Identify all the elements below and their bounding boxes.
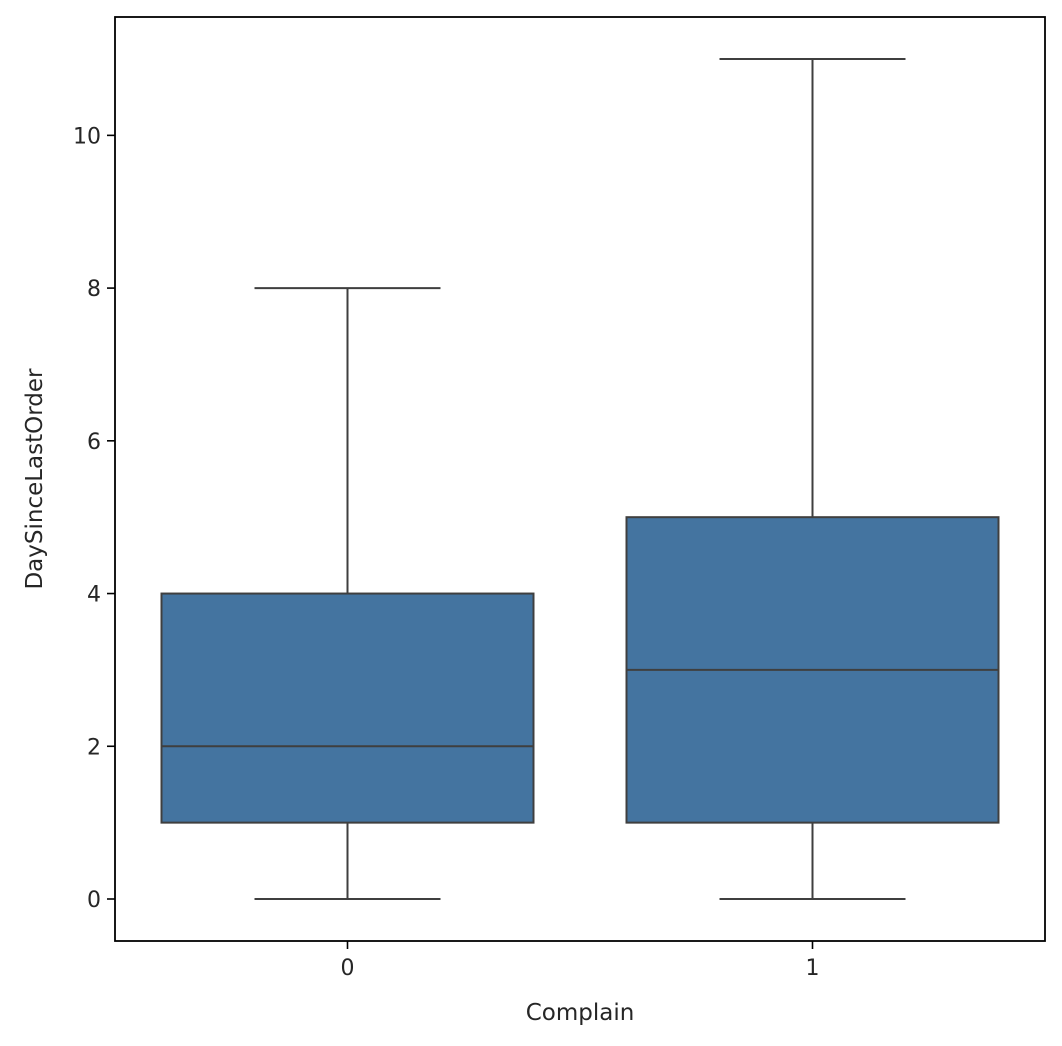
y-tick-label: 4 xyxy=(87,583,101,608)
box-group-1 xyxy=(625,58,1000,900)
box-iqr xyxy=(160,592,535,824)
x-tick-label: 0 xyxy=(341,956,355,981)
y-tick-label: 0 xyxy=(87,888,101,913)
x-axis-label: Complain xyxy=(526,1000,635,1026)
y-tick-label: 2 xyxy=(87,735,101,760)
y-tick-label: 8 xyxy=(87,277,101,302)
plot-frame xyxy=(114,16,1046,942)
box-group-0 xyxy=(160,287,535,900)
x-tick-label: 1 xyxy=(806,956,820,981)
y-axis-label: DaySinceLastOrder xyxy=(22,368,48,590)
y-tick-label: 6 xyxy=(87,430,101,455)
y-axis-ticks: 0 2 4 6 8 10 xyxy=(73,124,115,913)
y-tick-label: 10 xyxy=(73,124,101,149)
boxes-layer xyxy=(160,58,1000,900)
